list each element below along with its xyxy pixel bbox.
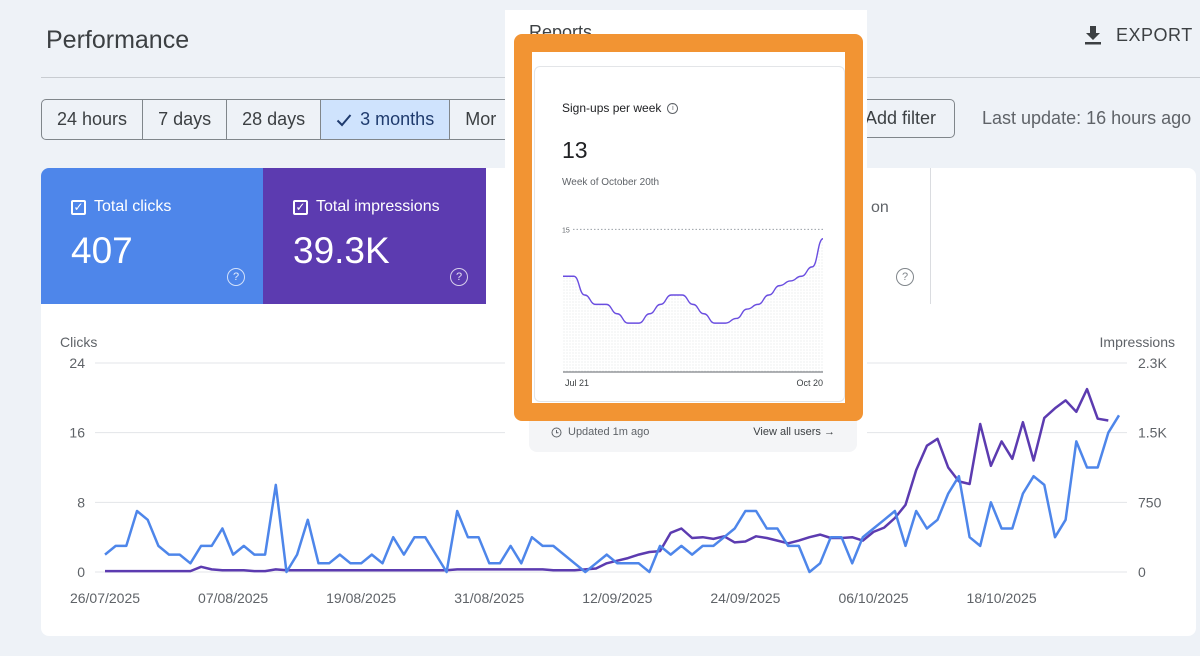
x-tick-label: 24/09/2025 — [710, 590, 780, 606]
left-axis-title: Clicks — [60, 334, 97, 350]
help-icon[interactable]: ? — [227, 268, 245, 286]
range-label: Mor — [465, 109, 497, 129]
x-tick-label: Oct 20 — [796, 378, 823, 387]
export-button[interactable]: EXPORT — [1082, 24, 1193, 46]
help-icon[interactable]: ? — [896, 268, 914, 286]
left-tick-label: 24 — [69, 355, 85, 371]
metric-value: 39.3K — [293, 230, 390, 271]
updated-status: Updated 1m ago — [551, 426, 649, 438]
x-tick-label: 12/09/2025 — [582, 590, 652, 606]
view-all-label: View all users — [753, 426, 821, 438]
right-axis-title: Impressions — [1100, 334, 1175, 350]
clicks-series-line — [104, 414, 1121, 574]
metric-value: 407 — [71, 230, 133, 271]
signups-title: Sign-ups per week i — [562, 101, 679, 115]
metric-label: on — [871, 199, 889, 216]
download-icon — [1085, 26, 1101, 45]
info-icon[interactable]: i — [667, 102, 679, 114]
right-tick-label: 2.3K — [1138, 355, 1167, 371]
x-tick-label: 06/10/2025 — [838, 590, 908, 606]
right-tick-label: 750 — [1138, 494, 1162, 510]
metric-label: Total impressions — [316, 198, 440, 215]
metric-label: Total clicks — [94, 198, 172, 215]
range-more[interactable]: Mor — [450, 100, 536, 139]
signups-value: 13 — [562, 137, 588, 163]
range-label: 3 months — [360, 109, 435, 129]
x-tick-label: Jul 21 — [565, 378, 589, 387]
left-tick-label: 8 — [77, 494, 85, 510]
date-range-selector: 24 hours 7 days 28 days 3 months Mor — [41, 99, 538, 140]
total-impressions-card[interactable]: ✓ Total impressions 39.3K ? — [263, 168, 486, 304]
signups-chart: 15 Jul 21 Oct 20 — [562, 227, 824, 387]
x-tick-label: 18/10/2025 — [967, 590, 1037, 606]
signups-title-text: Sign-ups per week — [562, 101, 662, 115]
left-tick-label: 16 — [69, 425, 85, 441]
range-label: 28 days — [242, 109, 306, 129]
checkbox-icon[interactable]: ✓ — [71, 199, 86, 215]
x-tick-label: 19/08/2025 — [326, 590, 396, 606]
x-tick-label: 07/08/2025 — [198, 590, 268, 606]
range-24-hours[interactable]: 24 hours — [42, 100, 144, 139]
help-icon[interactable]: ? — [450, 268, 468, 286]
range-3-months[interactable]: 3 months — [321, 100, 451, 139]
impressions-series-line — [105, 387, 1109, 573]
total-clicks-card[interactable]: ✓ Total clicks 407 ? — [41, 168, 263, 304]
check-icon — [336, 113, 352, 126]
clock-icon — [551, 427, 562, 437]
area-fill — [563, 238, 823, 372]
x-tick-label: 31/08/2025 — [454, 590, 524, 606]
checkbox-icon[interactable]: ✓ — [293, 199, 308, 215]
right-tick-label: 0 — [1138, 564, 1146, 580]
range-7-days[interactable]: 7 days — [143, 100, 228, 139]
range-28-days[interactable]: 28 days — [227, 100, 322, 139]
range-label: 7 days — [158, 109, 212, 129]
arrow-right-icon: → — [824, 426, 835, 438]
signups-week: Week of October 20th — [562, 177, 660, 188]
range-label: 24 hours — [57, 109, 128, 129]
signups-line — [563, 238, 824, 324]
highlight-frame: Sign-ups per week i 13 Week of October 2… — [514, 34, 863, 421]
last-update-text: Last update: 16 hours ago — [982, 108, 1192, 128]
export-label: EXPORT — [1116, 24, 1193, 45]
page-title: Performance — [46, 26, 190, 54]
y-tick-label: 15 — [562, 227, 570, 234]
left-tick-label: 0 — [77, 564, 85, 580]
x-tick-label: 26/07/2025 — [70, 590, 140, 606]
view-all-users-link[interactable]: View all users → — [753, 426, 835, 438]
signups-card[interactable]: Sign-ups per week i 13 Week of October 2… — [534, 66, 845, 402]
updated-text: Updated 1m ago — [568, 426, 650, 438]
right-tick-label: 1.5K — [1138, 425, 1167, 441]
